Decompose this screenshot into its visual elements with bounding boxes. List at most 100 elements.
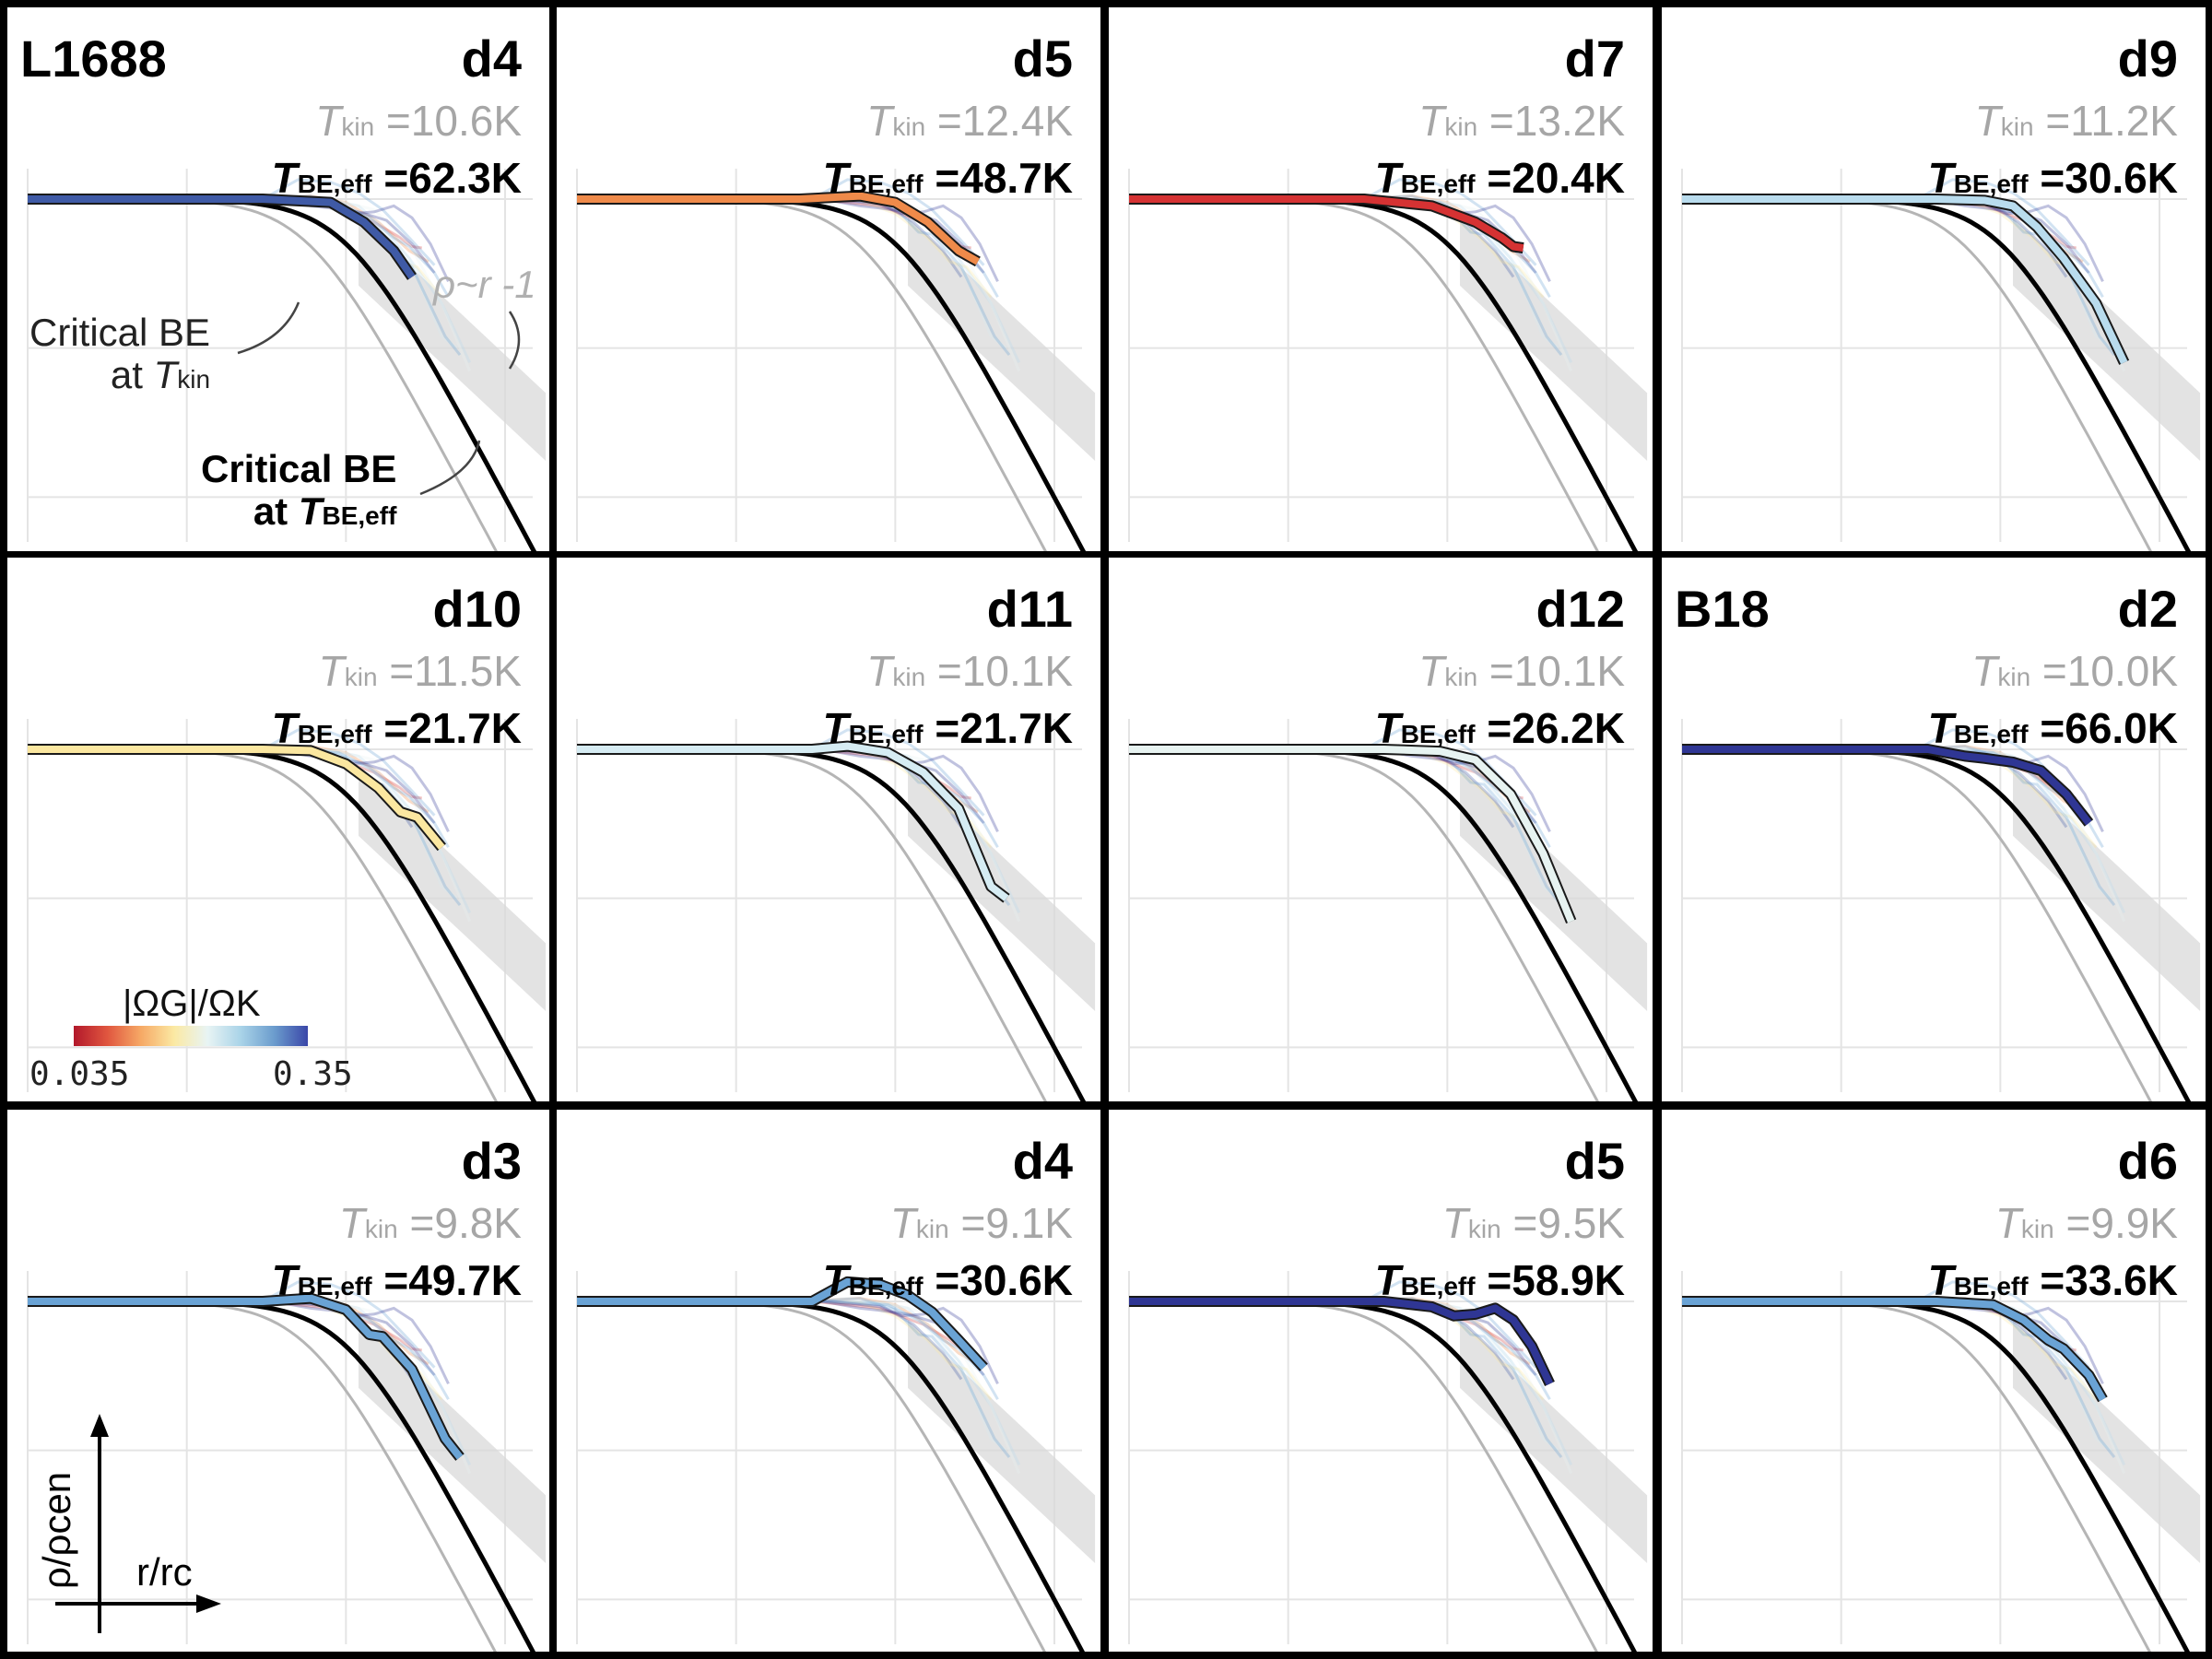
x-axis-label: r/rc (136, 1550, 193, 1594)
tkin-value: =13.2K (1477, 97, 1625, 145)
tbe-eff-value: =21.7K (923, 704, 1073, 752)
axis-arrows (55, 1414, 221, 1633)
plot-area (1681, 719, 2201, 1101)
power-law-band (359, 218, 547, 462)
tkin-label: Tkin =10.1K (866, 647, 1073, 695)
tbe-eff-label: TBE,eff =30.6K (822, 1256, 1073, 1304)
region-label: L1688 (20, 29, 167, 88)
arrow-critical-kin (237, 301, 300, 355)
tkin-value: =10.1K (1477, 647, 1625, 695)
core-name: d5 (1564, 1132, 1625, 1190)
tkin-label: Tkin =9.5K (1441, 1199, 1625, 1247)
tbe-eff-value: =58.9K (1475, 1256, 1625, 1304)
colorbar-label: |ΩG|/ΩK (123, 983, 261, 1024)
core-profile-line (1682, 1298, 2106, 1402)
annotation-critical-be-tkin: Critical BE at Tkin (29, 311, 211, 397)
tbe-eff-value: =30.6K (2028, 154, 2178, 202)
core-name: d4 (1012, 1132, 1073, 1190)
colorbar-max: 0.35 (273, 1055, 353, 1093)
core-profile-line (1129, 1298, 1554, 1386)
core-profile-line (28, 1294, 464, 1460)
panel-d9-3: d9 Tkin =11.2K TBE,eff =30.6K (1662, 7, 2206, 551)
tkin-label: Tkin =11.2K (1974, 97, 2178, 145)
tkin-label: Tkin =9.8K (338, 1199, 522, 1247)
tbe-eff-value: =66.0K (2028, 704, 2178, 752)
plot-area (27, 1271, 547, 1652)
tkin-value: =12.4K (925, 97, 1073, 145)
tbe-eff-label: TBE,eff =21.7K (271, 704, 522, 752)
core-profile-line (28, 746, 445, 850)
power-law-band (908, 1320, 1096, 1564)
core-name: d12 (1535, 580, 1626, 638)
panel-d10-4: d10 Tkin =11.5K TBE,eff =21.7K |ΩG|/ΩK 0.035… (7, 558, 549, 1101)
tkin-value: =10.6K (374, 97, 522, 145)
plot-area (1128, 1271, 1648, 1652)
panel-d3-8: d3 Tkin =9.8K TBE,eff =49.7K ρ/ρcen r/rc (7, 1110, 549, 1652)
tbe-eff-label: TBE,eff =26.2K (1374, 704, 1625, 752)
core-name: d5 (1012, 29, 1073, 88)
core-name: d6 (2117, 1132, 2178, 1190)
colorbar-min: 0.035 (29, 1055, 130, 1093)
core-name: d11 (986, 580, 1073, 638)
core-profile-line (577, 192, 980, 265)
plot-area (1128, 719, 1648, 1101)
tbe-eff-value: =62.3K (371, 154, 522, 202)
tbe-eff-value: =21.7K (371, 704, 522, 752)
core-profile-line (1129, 195, 1524, 252)
tbe-eff-label: TBE,eff =62.3K (271, 154, 522, 202)
tbe-eff-value: =26.2K (1475, 704, 1625, 752)
tkin-value: =9.8K (397, 1199, 522, 1247)
core-name: d7 (1564, 29, 1625, 88)
tkin-label: Tkin =10.6K (315, 97, 522, 145)
core-name: d2 (2117, 580, 2178, 638)
tbe-eff-value: =20.4K (1475, 154, 1625, 202)
panel-d12-6: d12 Tkin =10.1K TBE,eff =26.2K (1109, 558, 1653, 1101)
core-profile-line (577, 1277, 987, 1371)
power-law-band (908, 218, 1096, 462)
core-profile-line (1682, 746, 2092, 826)
panel-d6-11: d6 Tkin =9.9K TBE,eff =33.6K (1662, 1110, 2206, 1652)
tkin-value: =10.0K (2030, 647, 2178, 695)
tkin-label: Tkin =9.1K (889, 1199, 1073, 1247)
panel-l1688-d4-0: L1688 d4 Tkin =10.6K TBE,eff =62.3K Critical… (7, 7, 549, 551)
tkin-label: Tkin =13.2K (1418, 97, 1625, 145)
plot-area (1681, 1271, 2201, 1652)
core-name: d9 (2117, 29, 2178, 88)
panel-d7-2: d7 Tkin =13.2K TBE,eff =20.4K (1109, 7, 1653, 551)
core-profile-line (1129, 746, 1575, 924)
power-law-band (2013, 218, 2201, 462)
tbe-eff-label: TBE,eff =66.0K (1927, 704, 2178, 752)
tkin-value: =9.1K (948, 1199, 1073, 1247)
annotation-power-law: ρ~r -1 (433, 263, 536, 306)
background-profile (577, 1300, 999, 1385)
background-profile (577, 1300, 1021, 1465)
tkin-value: =9.9K (2053, 1199, 2178, 1247)
tbe-eff-value: =33.6K (2028, 1256, 2178, 1304)
core-name: d3 (461, 1132, 522, 1190)
tbe-eff-label: TBE,eff =21.7K (822, 704, 1073, 752)
region-label: B18 (1675, 580, 1770, 638)
plot-area (576, 169, 1096, 551)
tbe-eff-value: =49.7K (371, 1256, 522, 1304)
power-law-band (1460, 1320, 1648, 1564)
plot-area (27, 719, 547, 1101)
tkin-value: =11.5K (377, 647, 522, 695)
panel-d11-5: d11 Tkin =10.1K TBE,eff =21.7K (557, 558, 1100, 1101)
tbe-eff-label: TBE,eff =58.9K (1374, 1256, 1625, 1304)
tbe-eff-value: =48.7K (923, 154, 1073, 202)
arrow-power-law (508, 311, 521, 370)
tbe-eff-label: TBE,eff =33.6K (1927, 1256, 2178, 1304)
tkin-value: =9.5K (1500, 1199, 1625, 1247)
arrow-critical-eff (419, 440, 481, 496)
plot-area (27, 169, 547, 551)
panel-d5-10: d5 Tkin =9.5K TBE,eff =58.9K (1109, 1110, 1653, 1652)
tkin-label: Tkin =10.1K (1418, 647, 1625, 695)
power-law-band (2013, 768, 2201, 1012)
core-profile-line (577, 742, 1009, 901)
core-profile-outline (28, 194, 417, 280)
tbe-eff-label: TBE,eff =49.7K (271, 1256, 522, 1304)
power-law-band (2013, 1320, 2201, 1564)
y-axis-label: ρ/ρcen (35, 1471, 78, 1589)
panel-d4-9: d4 Tkin =9.1K TBE,eff =30.6K (557, 1110, 1100, 1652)
